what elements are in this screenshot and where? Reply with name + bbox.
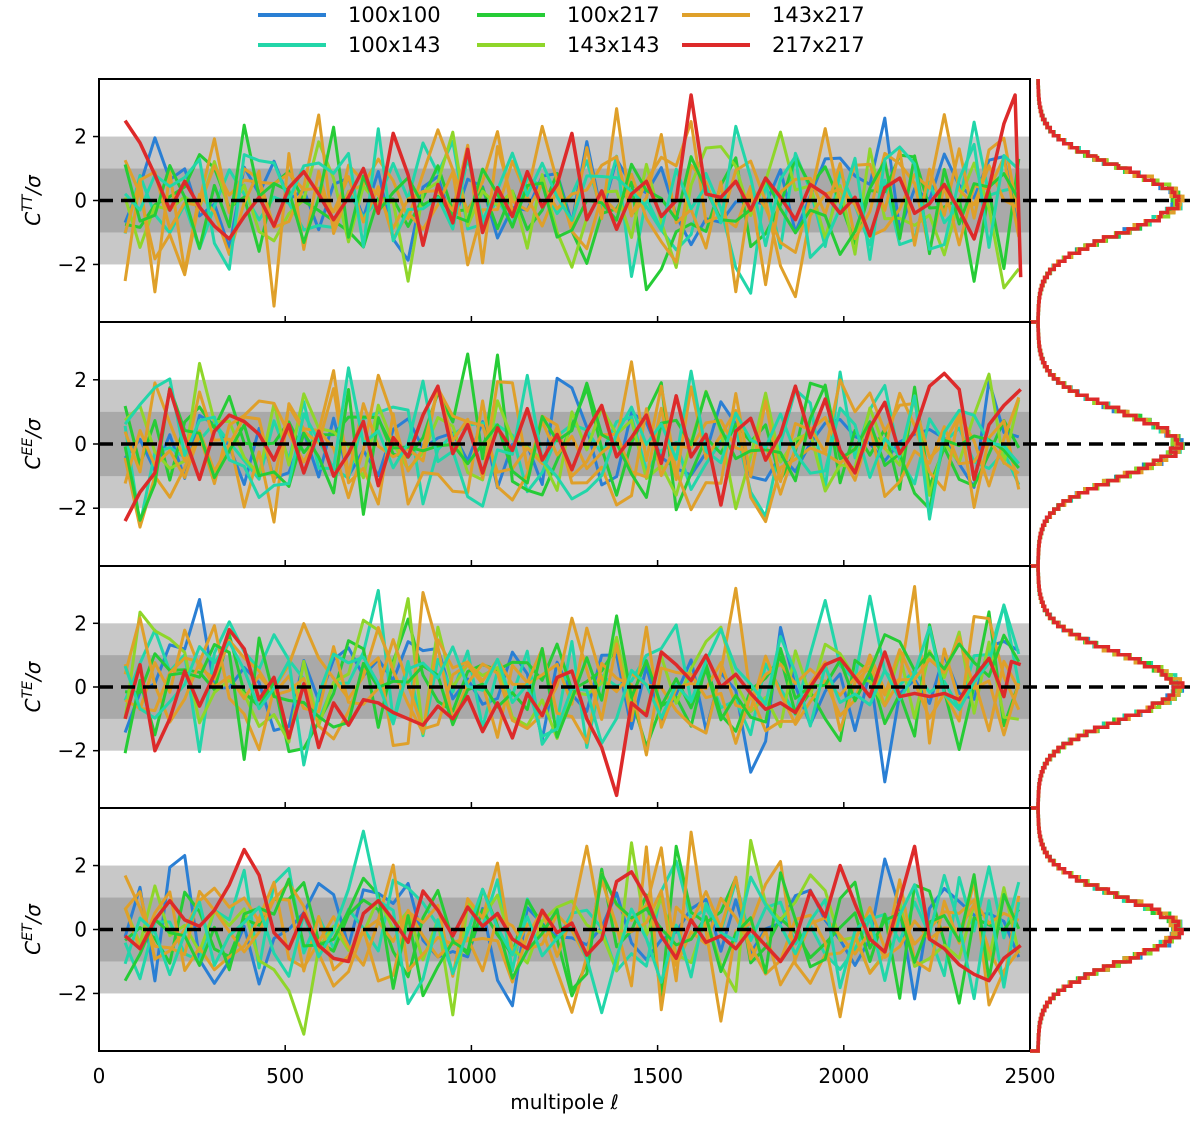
legend-entry-143x217: 143x217 [682, 3, 865, 27]
y-tick-label: −2 [58, 739, 87, 763]
x-tick-label: 500 [266, 1064, 304, 1088]
legend-label: 143x143 [567, 33, 660, 57]
y-tick-label: 0 [74, 918, 87, 942]
legend-label: 143x217 [772, 3, 865, 27]
series-line-100x217 [123, 123, 1021, 256]
y-tick-label: −2 [58, 252, 87, 276]
legend-label: 217x217 [772, 33, 865, 57]
series-line-217x217 [123, 93, 1023, 278]
legend-entry-100x100: 100x100 [258, 3, 441, 27]
x-axis-label: multipole ℓ [510, 1090, 619, 1114]
y-tick-label: 0 [74, 189, 87, 213]
legend-label: 100x217 [567, 3, 660, 27]
y-axis-label: CEE/σ [20, 417, 45, 469]
legend-label: 100x143 [348, 33, 441, 57]
series-line-100x217 [123, 871, 1021, 998]
y-axis-label: CTE/σ [20, 660, 45, 712]
panel-ET: −2 0 2 CET/σ [20, 807, 1190, 1053]
y-tick-label: 2 [74, 368, 87, 392]
x-tick-label: 1000 [446, 1064, 497, 1088]
legend: 100x100 100x143 100x217 143x143 143x217 217x2… [258, 3, 865, 57]
series-lines [123, 585, 1022, 798]
hist-step [1030, 566, 1185, 810]
x-tick-label: 2000 [818, 1064, 869, 1088]
histogram-ET [1029, 808, 1184, 1053]
histogram-TE [1029, 566, 1185, 810]
series-line-100x143 [123, 588, 1021, 754]
legend-label: 100x100 [348, 3, 441, 27]
y-tick-label: 0 [74, 432, 87, 456]
y-tick-label: −2 [58, 496, 87, 520]
y-tick-label: −2 [58, 981, 87, 1005]
series-line-100x217 [123, 352, 1021, 512]
y-tick-label: 2 [74, 125, 87, 149]
hist-step [1030, 808, 1184, 1053]
x-tick-label: 2500 [1005, 1064, 1056, 1088]
y-tick-label: 2 [74, 611, 87, 635]
y-tick-label: 0 [74, 675, 87, 699]
y-axis-label: CTT/σ [20, 174, 45, 226]
series-line-100x217 [123, 381, 1020, 522]
series-line-143x217 [123, 120, 1021, 308]
y-axis-label: CET/σ [20, 903, 45, 955]
x-tick-label: 1500 [632, 1064, 683, 1088]
legend-entry-100x217: 100x217 [477, 3, 660, 27]
histogram-TT [1029, 79, 1185, 324]
panel-TE: −2 0 2 CTE/σ [20, 565, 1190, 810]
hist-step [1030, 79, 1181, 324]
series-line-143x217 [123, 846, 1021, 1019]
legend-entry-100x143: 100x143 [258, 33, 441, 57]
panel-EE: −2 0 2 CEE/σ [20, 321, 1190, 568]
panel-TT: −2 0 2 CTT/σ [20, 78, 1190, 324]
hist-step [1030, 322, 1184, 568]
series-line-100x143 [123, 366, 1020, 521]
series-line-143x143 [123, 130, 1020, 290]
x-tick-label: 0 [93, 1064, 106, 1088]
series-lines [123, 93, 1023, 308]
series-line-100x217 [123, 614, 1021, 761]
series-line-217x217 [123, 844, 1022, 983]
y-tick-label: 2 [74, 854, 87, 878]
legend-entry-143x143: 143x143 [477, 33, 660, 57]
histogram-EE [1029, 322, 1185, 568]
series-line-217x217 [123, 371, 1022, 522]
series-line-143x217 [123, 373, 1021, 524]
legend-entry-217x217: 217x217 [682, 33, 865, 57]
series-line-100x143 [123, 124, 1020, 271]
